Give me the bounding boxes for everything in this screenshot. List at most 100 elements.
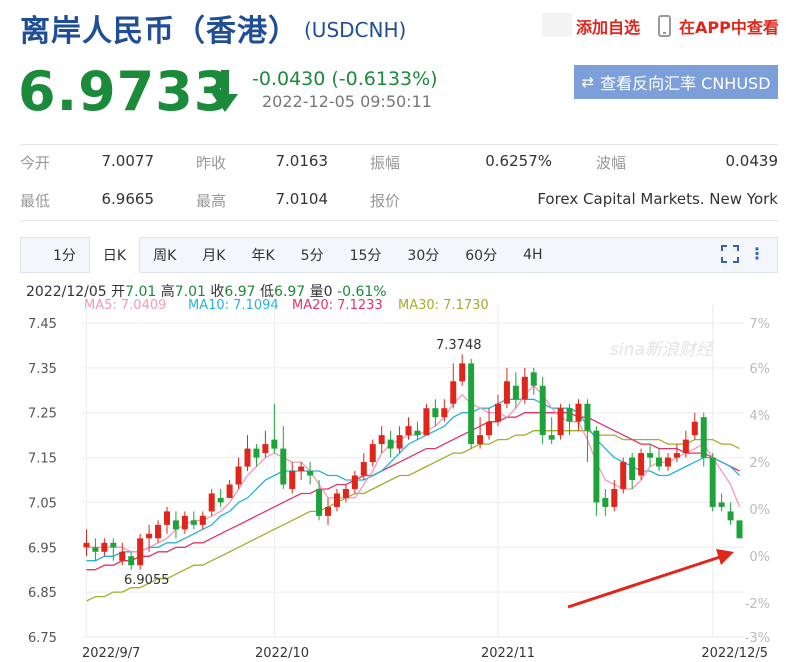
candle-body xyxy=(146,533,153,539)
candle-body xyxy=(521,376,528,400)
candle-body xyxy=(110,542,117,548)
period-tabs: 1分 日K 周K 月K 年K 5分 15分 30分 60分 4H ⋮ xyxy=(20,237,778,273)
candle-body xyxy=(307,471,314,476)
x-tick-label: 2022/9/7 xyxy=(82,646,140,661)
candle-body xyxy=(316,488,323,516)
candle-body xyxy=(700,417,707,458)
stat-value: 7.0077 xyxy=(101,152,155,170)
view-in-app-link[interactable]: 在APP中查看 xyxy=(658,14,779,38)
candle-body xyxy=(119,551,126,561)
reverse-rate-button[interactable]: ⇄ 查看反向汇率 CNHUSD xyxy=(574,65,778,99)
candle-body xyxy=(181,515,188,530)
candle-body xyxy=(101,542,108,552)
close-value: 6.97 xyxy=(224,284,256,300)
ma5-legend: MA5: 7.0409 xyxy=(84,298,167,313)
y-tick-label: 7.35 xyxy=(28,362,57,377)
more-icon[interactable]: ⋮ xyxy=(749,244,765,263)
candle-body xyxy=(548,435,555,440)
candle-body xyxy=(638,453,645,476)
pct-tick-label: -2% xyxy=(745,597,770,612)
stat-label: 振幅 xyxy=(370,154,401,172)
pct-tick-label: 6% xyxy=(749,362,770,377)
stat-label: 昨收 xyxy=(196,154,227,172)
candle-body xyxy=(163,511,170,525)
price-change: -0.0430 (-0.6133%) xyxy=(252,68,438,90)
candle-body xyxy=(289,471,296,489)
y-tick-label: 7.45 xyxy=(28,317,57,332)
divider xyxy=(20,220,778,221)
candle-body xyxy=(396,435,403,449)
phone-icon xyxy=(658,15,671,37)
stat-label: 波幅 xyxy=(596,154,627,172)
x-tick-label: 2022/10 xyxy=(255,646,309,661)
watch-icon-box xyxy=(542,13,572,37)
stat-label: 最高 xyxy=(196,192,227,210)
tab-1min[interactable]: 1分 xyxy=(53,248,76,264)
low-label: 低 xyxy=(260,284,275,300)
tab-weekly[interactable]: 周K xyxy=(153,248,177,264)
candle-body xyxy=(280,448,287,485)
candle-body xyxy=(128,556,135,566)
current-price: 6.9733 xyxy=(18,60,233,123)
tab-5min[interactable]: 5分 xyxy=(300,248,324,264)
ma20-line xyxy=(86,412,740,571)
open-value: 7.01 xyxy=(125,284,157,300)
watermark: sina新浪财经 xyxy=(610,340,715,360)
tab-monthly[interactable]: 月K xyxy=(202,248,226,264)
stat-value: 7.0163 xyxy=(275,152,329,170)
pct-tick-label: 2% xyxy=(749,456,770,471)
arrow-down-icon xyxy=(212,70,238,112)
candle-body xyxy=(262,444,269,454)
kline-info: 2022/12/05 开7.01 高7.01 收6.97 低6.97 量0 -0… xyxy=(26,281,387,301)
candle-body xyxy=(647,453,654,458)
candle-body xyxy=(190,520,197,525)
add-watch-label: 添加自选 xyxy=(576,18,641,37)
candle-body xyxy=(83,542,90,548)
x-tick-label: 2022/12/5 xyxy=(701,646,768,661)
candle-body xyxy=(602,497,609,507)
candle-body xyxy=(235,466,242,485)
stat-value: 7.0104 xyxy=(275,190,329,208)
candle-body xyxy=(611,488,618,507)
add-watch-link[interactable]: 添加自选 xyxy=(576,14,640,38)
tab-daily[interactable]: 日K xyxy=(88,237,141,273)
candle-body xyxy=(351,475,358,489)
candle-body xyxy=(566,408,573,422)
candle-body xyxy=(342,488,349,498)
close-label: 收 xyxy=(210,284,225,300)
candle-body xyxy=(271,439,278,449)
tab-15min[interactable]: 15分 xyxy=(349,248,382,264)
candle-body xyxy=(298,466,305,472)
candle-body xyxy=(718,502,725,507)
candle-body xyxy=(477,435,484,445)
reverse-rate-label: 查看反向汇率 CNHUSD xyxy=(600,74,771,93)
tab-30min[interactable]: 30分 xyxy=(407,248,440,264)
fullscreen-icon[interactable] xyxy=(721,245,739,263)
y-tick-label: 6.75 xyxy=(28,631,57,646)
candle-body xyxy=(208,493,215,512)
candle-body xyxy=(441,408,448,418)
candle-body xyxy=(673,453,680,458)
candle-body xyxy=(378,435,385,445)
candle-body xyxy=(503,381,510,404)
red-arrow-head xyxy=(716,549,734,565)
tab-4h[interactable]: 4H xyxy=(523,247,543,263)
divider xyxy=(20,144,778,145)
candle-body xyxy=(620,462,627,489)
stat-value: 0.6257% xyxy=(485,152,552,170)
candle-body xyxy=(369,444,376,463)
candle-body xyxy=(512,385,519,400)
pct-tick-label: 0% xyxy=(749,503,770,518)
candle-body xyxy=(584,403,591,431)
stat-label: 报价 xyxy=(370,192,401,210)
candle-body xyxy=(539,385,546,436)
pct-tick-label: 7% xyxy=(749,317,770,332)
red-arrow-line xyxy=(567,555,721,609)
candle-body xyxy=(92,547,99,552)
tab-yearly[interactable]: 年K xyxy=(251,248,275,264)
kline-date: 2022/12/05 xyxy=(26,284,107,300)
candle-body xyxy=(468,363,475,445)
tab-60min[interactable]: 60分 xyxy=(465,248,498,264)
kline-chart[interactable]: 7.45 7.35 7.25 7.15 7.05 6.95 6.85 6.75 7% 6% 4% 2%… xyxy=(20,305,780,662)
y-tick-label: 7.25 xyxy=(28,407,57,422)
